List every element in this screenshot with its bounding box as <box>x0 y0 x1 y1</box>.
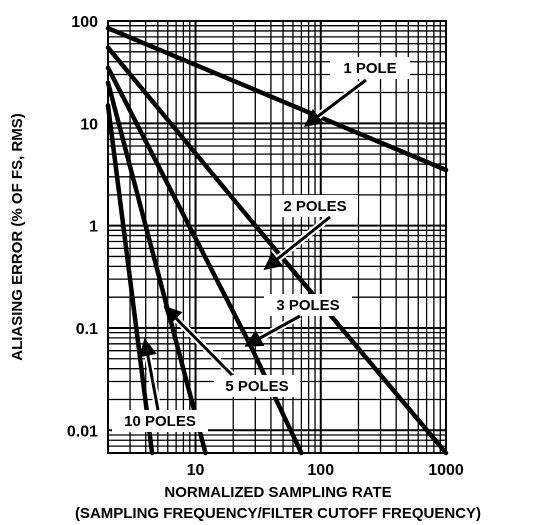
x-tick-label: 1000 <box>428 462 464 479</box>
curve-label-group: 3 POLES <box>244 294 352 347</box>
curve-label-bg <box>214 375 300 397</box>
curve-label-group: 1 POLE <box>303 57 410 127</box>
arrow-line <box>263 215 331 271</box>
y-tick-label: 0.01 <box>67 423 98 440</box>
y-tick-label: 10 <box>80 116 98 133</box>
curve-label: 5 POLES <box>225 378 288 395</box>
curve-label-group: 10 POLES <box>112 337 208 432</box>
curve-label: 10 POLES <box>124 413 196 430</box>
y-tick-labels: 100 10 1 0.1 0.01 <box>67 14 98 440</box>
series-line-5 <box>105 103 155 456</box>
x-tick-label: 10 <box>187 462 205 479</box>
curve-label-bg <box>272 195 358 217</box>
arrow-line <box>244 314 301 347</box>
curve-labels: 1 POLE 2 POLES 3 POLES 5 POLES 10 POLES <box>112 57 410 432</box>
curve-label: 2 POLES <box>283 198 346 215</box>
curve-label-bg <box>330 57 410 79</box>
curve-label: 1 POLE <box>343 60 396 77</box>
arrow-line <box>139 337 160 411</box>
x-tick-label: 100 <box>307 462 334 479</box>
y-tick-label: 100 <box>71 14 98 31</box>
plot-frame <box>107 20 447 454</box>
x-axis-subtitle: (SAMPLING FREQUENCY/FILTER CUTOFF FREQUE… <box>75 505 481 522</box>
x-tick-labels: 10 100 1000 <box>187 462 464 479</box>
curve-label: 3 POLES <box>276 297 339 314</box>
x-axis-title: NORMALIZED SAMPLING RATE <box>164 484 391 501</box>
y-axis-title: ALIASING ERROR (% OF FS, RMS) <box>9 113 26 361</box>
y-tick-label: 1 <box>89 219 98 236</box>
curve-label-group: 5 POLES <box>163 305 300 397</box>
series-line-2 <box>105 45 449 456</box>
curve-label-bg <box>112 410 208 432</box>
arrow-line <box>163 305 234 377</box>
curve-label-group: 2 POLES <box>263 195 358 271</box>
series-line-1 <box>105 25 449 173</box>
arrow-line <box>303 78 367 127</box>
curve-label-bg <box>264 294 352 316</box>
y-tick-label: 0.1 <box>76 321 98 338</box>
